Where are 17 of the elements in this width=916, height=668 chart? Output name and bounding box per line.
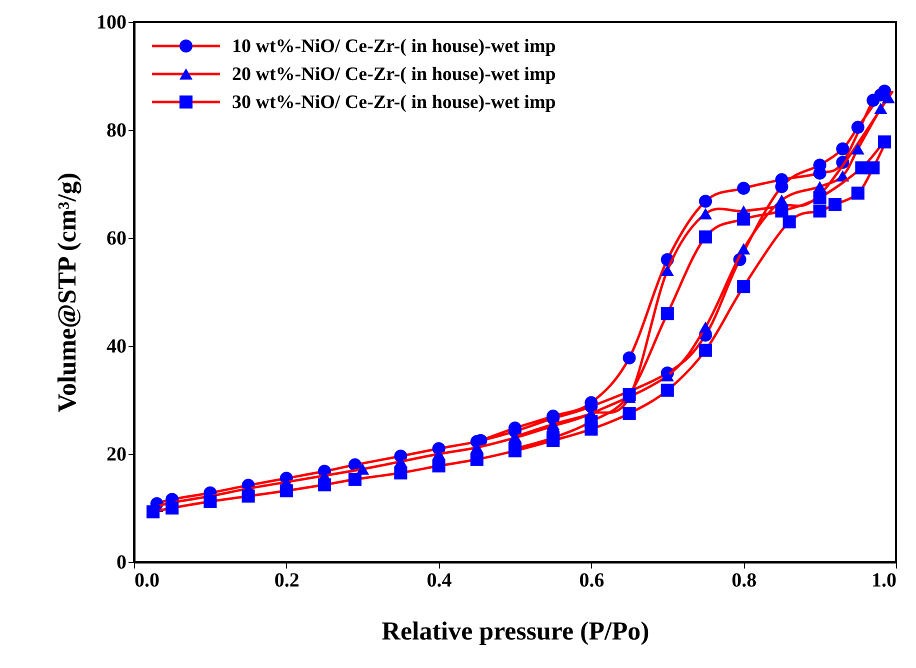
- y-tick-label: 20: [106, 444, 126, 466]
- x-tick-label: 0.8: [732, 570, 757, 592]
- legend-label: 30 wt%-NiO/ Ce-Zr-( in house)-wet imp: [232, 92, 556, 113]
- legend-label: 10 wt%-NiO/ Ce-Zr-( in house)-wet imp: [232, 36, 556, 57]
- x-tick-label: 0.4: [426, 570, 452, 592]
- x-tick-label: 1.0: [872, 570, 896, 592]
- x-tick-label: 0.2: [274, 570, 300, 592]
- y-tick-label: 100: [96, 12, 126, 34]
- x-tick-label: 0.0: [134, 570, 160, 592]
- y-tick-label: 40: [106, 336, 126, 358]
- y-tick-label: 0: [116, 552, 126, 574]
- x-axis-title: Relative pressure (P/Po): [382, 616, 650, 646]
- x-tick-label: 0.6: [579, 570, 604, 592]
- legend-label: 20 wt%-NiO/ Ce-Zr-( in house)-wet imp: [232, 64, 556, 85]
- y-tick-label: 60: [106, 228, 126, 250]
- y-tick-label: 80: [106, 120, 126, 142]
- y-axis-title: Volume@STP (cm³/g): [52, 172, 82, 412]
